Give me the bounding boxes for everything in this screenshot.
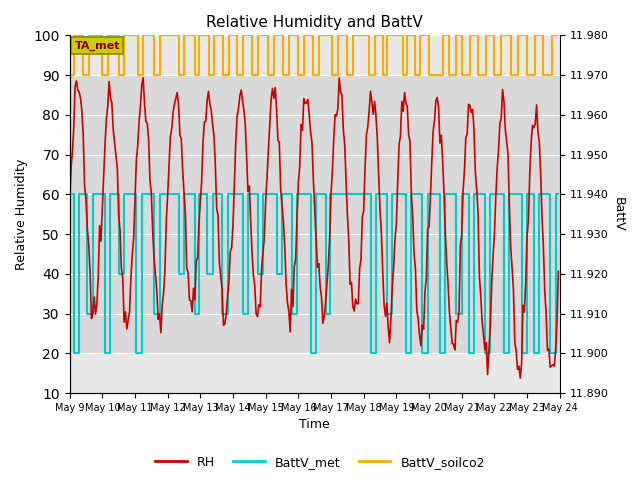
- Legend: RH, BattV_met, BattV_soilco2: RH, BattV_met, BattV_soilco2: [150, 451, 490, 474]
- Text: TA_met: TA_met: [74, 41, 120, 51]
- Bar: [70, 75, 560, 353]
- Title: Relative Humidity and BattV: Relative Humidity and BattV: [206, 15, 423, 30]
- Y-axis label: BattV: BattV: [612, 197, 625, 231]
- X-axis label: Time: Time: [300, 419, 330, 432]
- Y-axis label: Relative Humidity: Relative Humidity: [15, 158, 28, 270]
